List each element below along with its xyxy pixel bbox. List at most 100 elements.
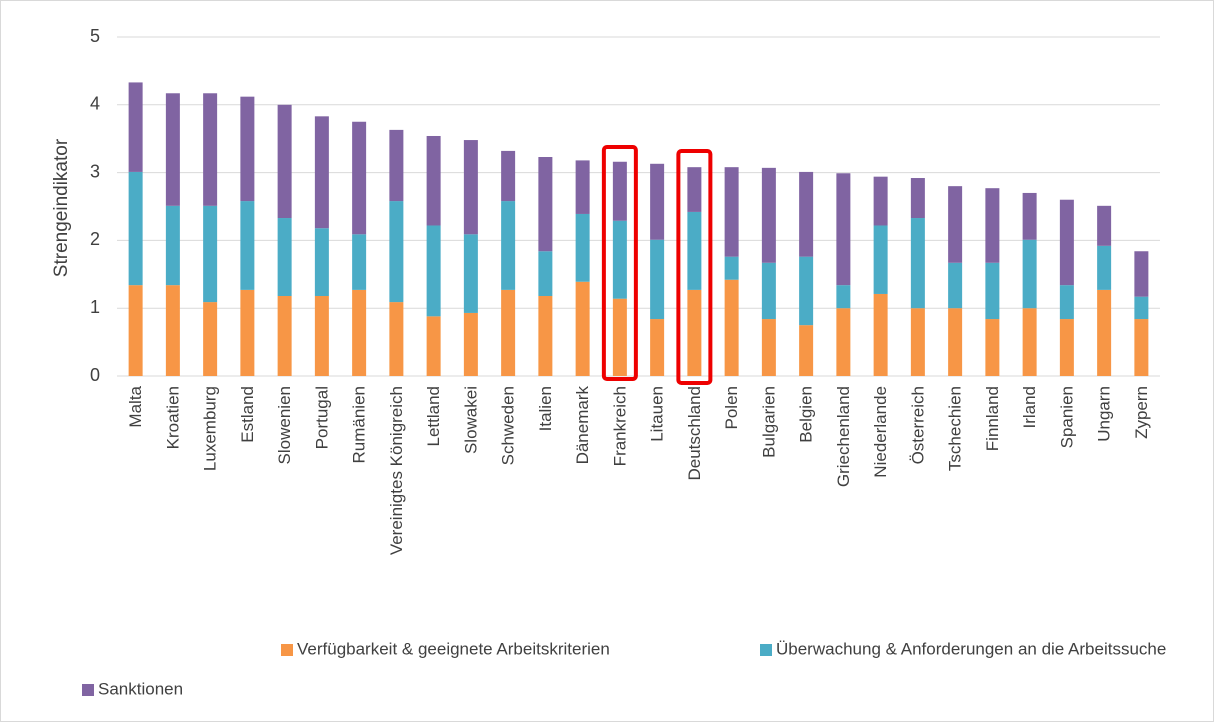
bar-segment <box>389 302 404 376</box>
x-tick-label: Slowenien <box>275 386 294 464</box>
y-tick-label: 4 <box>90 94 100 114</box>
bar-segment <box>501 201 516 290</box>
bar-segment <box>948 262 963 309</box>
bar-segment <box>277 295 292 376</box>
bar-segment <box>836 285 851 309</box>
bar-segment <box>761 167 776 263</box>
bar-segment <box>724 256 739 280</box>
x-tick-label: Österreich <box>908 386 927 464</box>
x-tick-label: Griechenland <box>834 386 853 487</box>
bar-segment <box>1134 251 1149 297</box>
bar-segment <box>538 295 553 376</box>
bar-segment <box>1097 245 1112 290</box>
bar-segment <box>538 157 553 252</box>
bar-segment <box>575 160 590 214</box>
bar-segment <box>1059 285 1074 320</box>
x-tick-label: Deutschland <box>685 386 704 481</box>
bar-segment <box>612 298 627 376</box>
y-tick-label: 5 <box>90 26 100 46</box>
bar-segment <box>352 121 367 235</box>
bar-segment <box>314 228 329 296</box>
bar-segment <box>165 93 180 206</box>
bar-segment <box>314 116 329 229</box>
x-tick-label: Finnland <box>983 386 1002 451</box>
y-tick-label: 3 <box>90 161 100 181</box>
bar-segment <box>799 256 814 326</box>
bar-segment <box>240 201 255 290</box>
bar-segment <box>687 211 702 290</box>
legend-swatch <box>281 644 293 656</box>
bar-segment <box>128 285 143 376</box>
bar-segment <box>128 82 143 172</box>
bar-segment <box>687 167 702 212</box>
x-tick-label: Irland <box>1020 386 1039 429</box>
bar-segment <box>463 140 478 235</box>
bar-segment <box>1059 199 1074 286</box>
bar-segment <box>240 96 255 202</box>
bar-segment <box>165 205 180 286</box>
x-tick-label: Spanien <box>1057 386 1076 448</box>
x-tick-label: Ungarn <box>1095 386 1114 442</box>
bar-segment <box>985 319 1000 376</box>
bar-segment <box>277 104 292 219</box>
bar-segment <box>724 167 739 257</box>
bar-segment <box>426 316 441 376</box>
x-tick-label: Tschechien <box>946 386 965 471</box>
legend-swatch <box>82 684 94 696</box>
bar-segment <box>389 129 404 202</box>
x-tick-label: Vereinigtes Königreich <box>387 386 406 555</box>
x-tick-label: Dänemark <box>573 386 592 465</box>
y-tick-label: 1 <box>90 297 100 317</box>
x-tick-label: Slowakei <box>461 386 480 454</box>
bar-segment <box>650 319 665 376</box>
bar-segment <box>463 234 478 313</box>
bar-segment <box>948 186 963 263</box>
bar-segment <box>799 171 814 257</box>
bar-segment <box>1134 319 1149 376</box>
bar-segment <box>910 178 925 219</box>
x-tick-label: Zypern <box>1132 386 1151 439</box>
x-tick-label: Bulgarien <box>759 386 778 458</box>
bar-segment <box>352 234 367 290</box>
bar-segment <box>650 239 665 320</box>
x-tick-label: Estland <box>238 386 257 443</box>
bar-segment <box>426 135 441 226</box>
bar-segment <box>612 220 627 299</box>
bar-segment <box>1059 319 1074 376</box>
bar-segment <box>128 171 143 286</box>
bar-segment <box>463 312 478 376</box>
bar-segment <box>314 295 329 376</box>
y-tick-label: 2 <box>90 229 100 249</box>
bar-segment <box>501 150 516 202</box>
bar-segment <box>203 205 218 303</box>
bar-segment <box>575 281 590 376</box>
y-tick-label: 0 <box>90 365 100 385</box>
bar-segment <box>389 201 404 303</box>
bar-segment <box>687 289 702 376</box>
x-tick-label: Niederlande <box>871 386 890 478</box>
highlight-box <box>601 145 638 381</box>
bar-segment <box>1022 239 1037 309</box>
bar-segment <box>761 319 776 376</box>
bar-segment <box>1022 308 1037 376</box>
x-tick-label: Italien <box>536 386 555 431</box>
bar-segment <box>724 279 739 376</box>
bar-segment <box>165 285 180 376</box>
highlight-box <box>676 149 713 385</box>
legend-label: Verfügbarkeit & geeignete Arbeitskriteri… <box>297 639 610 658</box>
bar-segment <box>203 93 218 206</box>
bar-segment <box>650 163 665 240</box>
bar-segment <box>910 218 925 309</box>
x-tick-label: Frankreich <box>610 386 629 466</box>
bar-segment <box>277 218 292 296</box>
bar-segment <box>240 289 255 376</box>
x-tick-label: Portugal <box>312 386 331 449</box>
bar-segment <box>910 308 925 376</box>
bar-segment <box>352 289 367 376</box>
x-tick-label: Litauen <box>648 386 667 442</box>
bar-segment <box>873 176 888 226</box>
bar-segment <box>948 308 963 376</box>
x-tick-label: Polen <box>722 386 741 429</box>
